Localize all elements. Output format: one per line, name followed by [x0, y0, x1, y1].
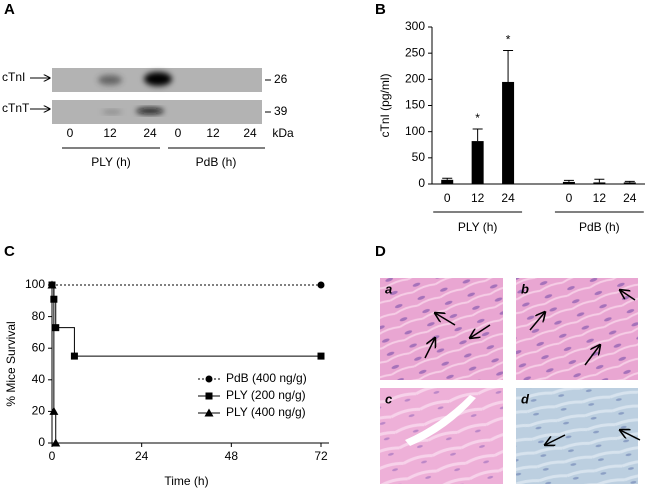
point — [205, 392, 213, 400]
group-label: PLY (h) — [458, 220, 498, 234]
point — [317, 352, 325, 360]
x-tick-label: 0 — [444, 191, 451, 205]
blot-lane-label: 12 — [103, 126, 117, 140]
bar — [623, 182, 636, 184]
x-tick-label: 24 — [135, 449, 149, 463]
x-tick-label: 24 — [623, 191, 637, 205]
x-tick-label: 0 — [566, 191, 573, 205]
legend-label: PdB (400 ng/g) — [226, 371, 307, 385]
y-tick-label: 300 — [405, 19, 425, 33]
annotation: * — [475, 111, 480, 125]
histology-label: c — [385, 391, 393, 406]
legend-label: PLY (400 ng/g) — [226, 405, 306, 419]
panel-label: A — [4, 1, 15, 18]
point — [51, 438, 61, 447]
point — [204, 408, 214, 417]
blot-lane-label: 12 — [206, 126, 220, 140]
blot-group-label: PdB (h) — [196, 155, 237, 169]
y-tick-label: 150 — [405, 98, 425, 112]
bar — [441, 179, 454, 184]
y-tick-label: 60 — [32, 340, 46, 354]
error-bar — [442, 177, 453, 180]
group-label: PdB (h) — [579, 220, 620, 234]
x-tick-label: 72 — [314, 449, 328, 463]
blot-row-label: cTnT — [2, 101, 30, 115]
series-line — [52, 284, 57, 443]
y-tick-label: 0 — [418, 176, 425, 190]
series-line — [52, 284, 321, 357]
y-tick-label: 50 — [412, 150, 426, 164]
y-tick-label: 80 — [32, 309, 46, 323]
x-tick-label: 24 — [501, 191, 515, 205]
y-tick-label: 40 — [32, 372, 46, 386]
error-bar — [503, 50, 514, 82]
blot-lane-label: 0 — [67, 126, 74, 140]
blot-group-label: PLY (h) — [91, 155, 131, 169]
point — [317, 281, 325, 289]
x-tick-label: 0 — [49, 449, 56, 463]
histology-label: d — [521, 391, 530, 406]
legend-label: PLY (200 ng/g) — [226, 388, 306, 402]
panel-label: D — [375, 243, 386, 260]
blot-lane-label: 24 — [143, 126, 157, 140]
y-tick-label: 20 — [32, 404, 46, 418]
blot-marker: 39 — [274, 104, 288, 118]
y-axis-label: cTnI (pg/ml) — [378, 73, 392, 137]
y-tick-label: 0 — [38, 435, 45, 449]
histology-label: a — [385, 281, 392, 296]
panel-label: C — [4, 243, 15, 260]
point — [205, 375, 213, 383]
bar — [593, 182, 606, 184]
bar — [471, 141, 484, 184]
y-tick-label: 100 — [405, 124, 425, 138]
bar — [502, 81, 515, 184]
annotation: * — [506, 33, 511, 47]
panel-label: B — [375, 1, 386, 18]
x-tick-label: 48 — [225, 449, 239, 463]
x-tick-label: 12 — [471, 191, 485, 205]
histology-label: b — [521, 281, 529, 296]
y-tick-label: 100 — [25, 277, 45, 291]
blot-marker: 26 — [274, 72, 288, 86]
blot-row-label: cTnI — [2, 70, 25, 84]
x-axis-label: Time (h) — [164, 474, 208, 488]
bar — [562, 181, 575, 184]
error-bar — [563, 179, 574, 182]
error-bar — [472, 128, 483, 142]
point — [47, 280, 57, 289]
blot-images — [30, 68, 271, 149]
y-tick-label: 200 — [405, 72, 425, 86]
error-bar — [624, 180, 635, 183]
y-axis-label: % Mice Survival — [4, 321, 18, 406]
blot-lane-label: 0 — [175, 126, 182, 140]
point — [49, 406, 59, 415]
blot-unit: kDa — [272, 126, 294, 140]
x-tick-label: 12 — [593, 191, 607, 205]
histology-images — [380, 278, 641, 484]
point — [70, 352, 78, 360]
blot-lane-label: 24 — [243, 126, 257, 140]
point — [52, 324, 60, 332]
y-tick-label: 250 — [405, 45, 425, 59]
error-bar — [594, 178, 605, 183]
